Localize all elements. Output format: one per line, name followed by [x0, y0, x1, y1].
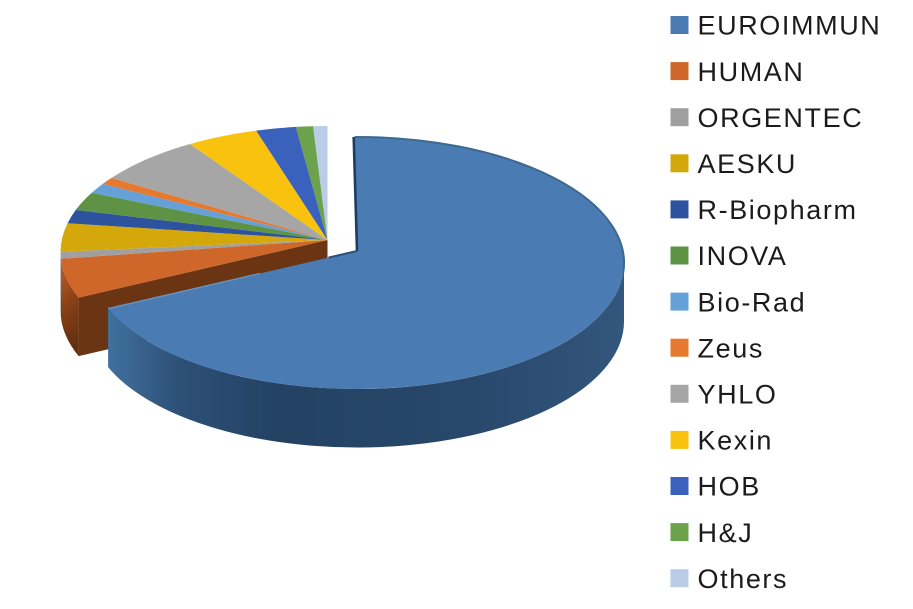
svg-text:Others: Others	[698, 564, 789, 594]
svg-text:EUROIMMUN: EUROIMMUN	[698, 11, 882, 41]
svg-text:ORGENTEC: ORGENTEC	[698, 103, 864, 133]
svg-text:INOVA: INOVA	[698, 241, 788, 271]
svg-text:Kexin: Kexin	[698, 426, 774, 456]
svg-text:R-Biopharm: R-Biopharm	[698, 195, 858, 225]
svg-text:H&J: H&J	[698, 518, 754, 548]
svg-text:HOB: HOB	[698, 472, 761, 502]
svg-text:Zeus: Zeus	[698, 333, 764, 363]
svg-text:HUMAN: HUMAN	[698, 57, 805, 87]
svg-text:YHLO: YHLO	[698, 380, 778, 410]
svg-text:AESKU: AESKU	[698, 149, 798, 179]
svg-text:Bio-Rad: Bio-Rad	[698, 287, 807, 317]
